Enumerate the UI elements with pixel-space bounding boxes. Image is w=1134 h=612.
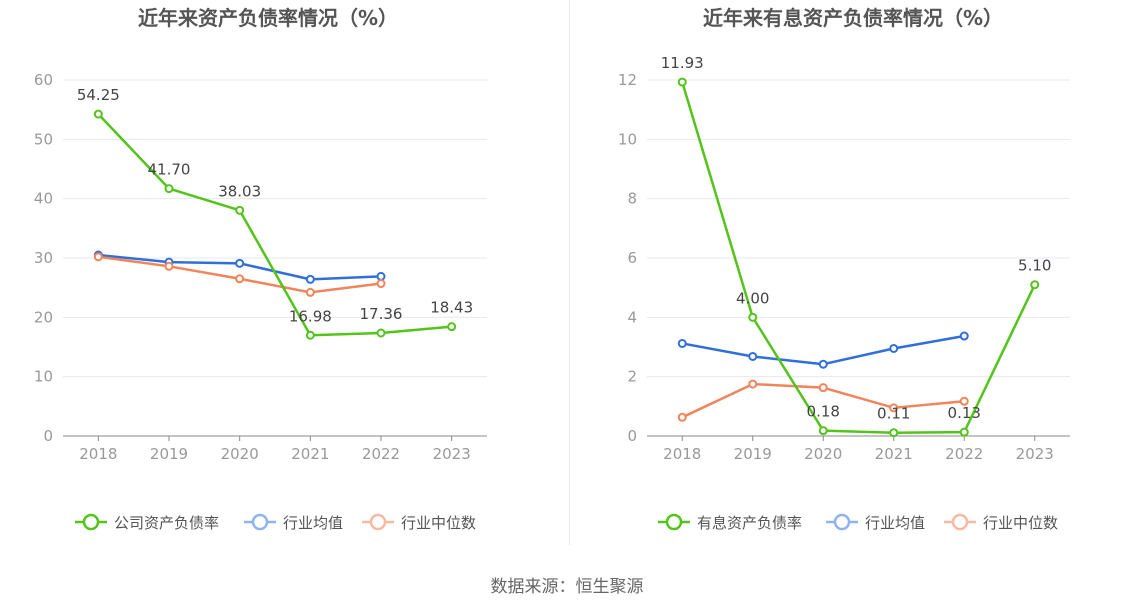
data-label-2-2020: 0.18: [807, 403, 840, 421]
data-point-2-2-2018: [677, 412, 687, 422]
legend-marker-2-1: [833, 513, 851, 531]
x-tick-label-1-2021: 2021: [291, 445, 329, 463]
data-label-2-2018: 11.93: [661, 54, 704, 72]
data-label-2-2019: 4.00: [736, 289, 769, 307]
y-tick-label-2-8: 8: [627, 190, 637, 208]
x-tick-label-2-2018: 2018: [663, 445, 701, 463]
data-point-1-0-2020: [235, 205, 245, 215]
data-point-2-0-2022: [959, 427, 969, 437]
x-tick-label-1-2020: 2020: [221, 445, 259, 463]
x-tick-label-1-2018: 2018: [79, 445, 117, 463]
x-tick-label-2-2019: 2019: [734, 445, 772, 463]
panel-divider: [569, 0, 570, 545]
data-point-1-0-2021: [305, 330, 315, 340]
legend-label-1-2: 行业中位数: [401, 514, 476, 532]
data-point-2-1-2020: [818, 359, 828, 369]
data-label-1-2021: 16.98: [289, 307, 332, 325]
data-point-1-1-2020: [235, 258, 245, 268]
data-label-2-2023: 5.10: [1018, 257, 1051, 275]
data-point-2-1-2021: [889, 343, 899, 353]
x-tick-label-1-2019: 2019: [150, 445, 188, 463]
legend-label-1-0: 公司资产负债率: [114, 514, 219, 532]
legend-marker-2-2: [951, 513, 969, 531]
chart-title-1: 近年来资产负债率情况（%）: [138, 6, 398, 30]
data-point-2-0-2021: [889, 428, 899, 438]
chart-title-2: 近年来有息资产负债率情况（%）: [703, 6, 1003, 30]
data-label-2-2022: 0.13: [948, 404, 981, 422]
legend-marker-1-0: [82, 513, 100, 531]
data-point-1-2-2021: [305, 287, 315, 297]
data-point-2-1-2022: [959, 331, 969, 341]
y-tick-label-1-60: 60: [34, 71, 53, 89]
data-point-1-1-2021: [305, 274, 315, 284]
y-tick-label-1-50: 50: [34, 130, 53, 148]
data-label-1-2023: 18.43: [430, 299, 473, 317]
legend-label-2-0: 有息资产负债率: [697, 514, 802, 532]
data-point-1-0-2023: [447, 322, 457, 332]
data-point-1-2-2022: [376, 279, 386, 289]
data-point-2-1-2018: [677, 338, 687, 348]
data-point-2-2-2022: [959, 396, 969, 406]
legend-label-1-1: 行业均值: [283, 514, 343, 532]
x-tick-label-2-2022: 2022: [945, 445, 983, 463]
data-point-2-0-2020: [818, 426, 828, 436]
data-point-2-0-2019: [748, 312, 758, 322]
data-point-2-2-2021: [889, 403, 899, 413]
y-tick-label-2-12: 12: [618, 71, 637, 89]
x-tick-label-1-2022: 2022: [362, 445, 400, 463]
data-point-1-2-2020: [235, 274, 245, 284]
x-tick-label-2-2023: 2023: [1016, 445, 1054, 463]
data-point-1-0-2019: [164, 184, 174, 194]
x-tick-label-2-2021: 2021: [875, 445, 913, 463]
legend-marker-2-0: [665, 513, 683, 531]
data-point-1-1-2022: [376, 271, 386, 281]
data-label-1-2018: 54.25: [77, 86, 120, 104]
data-point-1-2-2019: [164, 261, 174, 271]
y-tick-label-1-0: 0: [43, 427, 53, 445]
series-line-1-0: [97, 113, 452, 337]
data-label-1-2022: 17.36: [360, 305, 403, 323]
data-point-2-2-2019: [748, 379, 758, 389]
y-tick-label-2-4: 4: [627, 308, 637, 326]
y-tick-label-1-10: 10: [34, 368, 53, 386]
y-tick-label-2-0: 0: [627, 427, 637, 445]
y-tick-label-2-2: 2: [627, 368, 637, 386]
legend-label-2-2: 行业中位数: [983, 514, 1058, 532]
y-tick-label-1-20: 20: [34, 308, 53, 326]
y-tick-label-2-6: 6: [627, 249, 637, 267]
data-label-1-2020: 38.03: [218, 182, 261, 200]
series-line-2-0: [681, 81, 1036, 434]
data-point-1-2-2018: [93, 252, 103, 262]
data-point-1-0-2018: [93, 109, 103, 119]
x-tick-label-2-2020: 2020: [804, 445, 842, 463]
data-point-2-2-2020: [818, 383, 828, 393]
y-tick-label-1-30: 30: [34, 249, 53, 267]
data-source: 数据来源：恒生聚源: [490, 577, 644, 597]
data-label-2-2021: 0.11: [877, 405, 910, 423]
data-point-2-0-2023: [1030, 280, 1040, 290]
data-point-1-0-2022: [376, 328, 386, 338]
y-tick-label-2-10: 10: [618, 130, 637, 148]
data-point-2-0-2018: [677, 77, 687, 87]
y-tick-label-1-40: 40: [34, 190, 53, 208]
legend-marker-1-1: [251, 513, 269, 531]
data-point-2-1-2019: [748, 351, 758, 361]
legend-marker-1-2: [369, 513, 387, 531]
x-tick-label-1-2023: 2023: [433, 445, 471, 463]
legend-label-2-1: 行业均值: [865, 514, 925, 532]
data-label-1-2019: 41.70: [148, 161, 191, 179]
